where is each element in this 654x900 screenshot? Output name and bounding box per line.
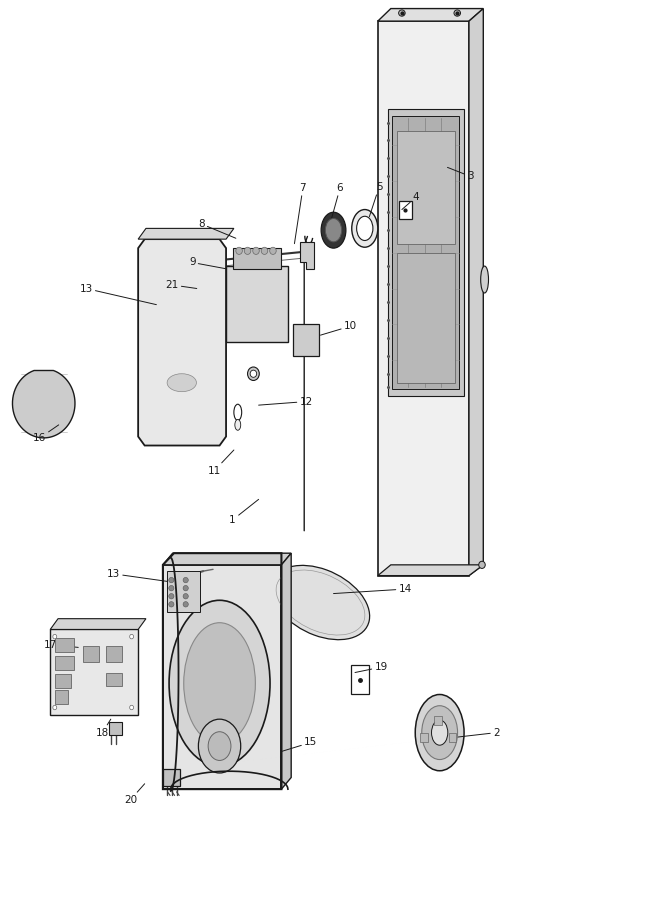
Text: 14: 14	[334, 584, 412, 594]
Text: 6: 6	[328, 183, 343, 230]
Polygon shape	[226, 266, 288, 342]
Polygon shape	[469, 9, 483, 576]
Bar	[55, 638, 75, 652]
Ellipse shape	[129, 706, 133, 710]
Text: 13: 13	[107, 569, 177, 583]
Ellipse shape	[183, 578, 188, 583]
Bar	[449, 733, 456, 742]
Bar	[105, 645, 122, 662]
Ellipse shape	[271, 565, 370, 640]
Text: 8: 8	[198, 219, 236, 238]
Ellipse shape	[198, 719, 241, 773]
Polygon shape	[167, 572, 200, 611]
Polygon shape	[300, 242, 314, 269]
Text: 10: 10	[320, 321, 357, 335]
Polygon shape	[233, 248, 281, 269]
Ellipse shape	[245, 248, 250, 255]
Bar	[55, 690, 68, 704]
Ellipse shape	[184, 623, 255, 743]
Text: 4: 4	[402, 192, 419, 210]
Ellipse shape	[481, 266, 489, 293]
Polygon shape	[163, 565, 281, 789]
Text: 15: 15	[281, 737, 317, 751]
Bar	[399, 201, 411, 219]
Polygon shape	[397, 131, 455, 244]
Ellipse shape	[169, 586, 174, 591]
Polygon shape	[138, 229, 234, 239]
Ellipse shape	[356, 216, 373, 240]
Polygon shape	[378, 565, 483, 576]
Bar	[55, 674, 71, 688]
Polygon shape	[138, 239, 226, 446]
Ellipse shape	[183, 594, 188, 598]
Ellipse shape	[454, 10, 460, 16]
Ellipse shape	[235, 419, 241, 430]
Text: 13: 13	[79, 284, 156, 305]
Ellipse shape	[208, 732, 231, 760]
Bar	[434, 716, 442, 725]
Text: 9: 9	[189, 257, 226, 269]
Ellipse shape	[234, 404, 242, 420]
Bar	[421, 733, 428, 742]
Polygon shape	[388, 109, 464, 396]
Polygon shape	[392, 116, 459, 389]
Ellipse shape	[129, 634, 133, 639]
Ellipse shape	[321, 212, 346, 248]
Polygon shape	[378, 21, 469, 576]
Ellipse shape	[252, 248, 259, 255]
Text: 1: 1	[230, 500, 258, 525]
Text: 11: 11	[208, 450, 234, 475]
Text: 3: 3	[447, 167, 473, 181]
Ellipse shape	[53, 634, 57, 639]
Ellipse shape	[169, 578, 174, 583]
Polygon shape	[293, 324, 319, 356]
Bar	[351, 665, 370, 694]
Polygon shape	[163, 554, 291, 565]
Ellipse shape	[269, 248, 276, 255]
Text: 2: 2	[457, 727, 500, 738]
Polygon shape	[109, 722, 122, 735]
Text: 7: 7	[294, 183, 306, 244]
Ellipse shape	[415, 695, 464, 770]
Ellipse shape	[352, 210, 378, 248]
Ellipse shape	[479, 562, 485, 569]
Ellipse shape	[422, 706, 458, 760]
Text: 19: 19	[355, 662, 388, 672]
Bar	[83, 645, 99, 662]
Ellipse shape	[169, 600, 270, 766]
Bar	[105, 672, 122, 686]
Text: 12: 12	[258, 397, 313, 407]
Ellipse shape	[326, 219, 341, 242]
Text: 18: 18	[95, 719, 111, 738]
Ellipse shape	[261, 248, 267, 255]
Ellipse shape	[250, 370, 256, 377]
Polygon shape	[378, 9, 483, 21]
Text: 17: 17	[44, 640, 78, 650]
Polygon shape	[50, 629, 138, 715]
Polygon shape	[163, 769, 181, 787]
Ellipse shape	[183, 601, 188, 607]
Ellipse shape	[169, 594, 174, 598]
Ellipse shape	[183, 586, 188, 591]
Polygon shape	[50, 618, 146, 629]
Polygon shape	[281, 554, 291, 789]
Ellipse shape	[53, 706, 57, 710]
Text: 16: 16	[33, 425, 59, 444]
Ellipse shape	[399, 10, 405, 16]
Polygon shape	[397, 253, 455, 382]
Ellipse shape	[167, 374, 196, 392]
Text: 5: 5	[370, 182, 383, 217]
Ellipse shape	[432, 720, 448, 745]
Ellipse shape	[248, 367, 259, 381]
Ellipse shape	[169, 601, 174, 607]
Ellipse shape	[236, 248, 243, 255]
Text: 21: 21	[165, 280, 197, 290]
Text: 20: 20	[124, 784, 145, 805]
Polygon shape	[12, 371, 75, 438]
Bar	[55, 656, 75, 670]
